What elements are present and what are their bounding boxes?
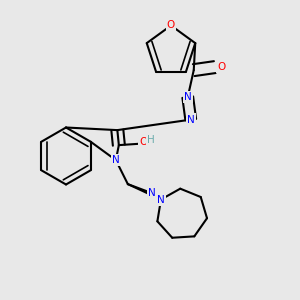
Text: O: O (217, 62, 226, 72)
Text: O: O (167, 20, 175, 31)
Text: N: N (157, 194, 165, 205)
Text: N: N (148, 188, 156, 198)
Text: N: N (184, 92, 192, 102)
Text: H: H (147, 135, 155, 145)
Text: N: N (112, 155, 120, 165)
Text: O: O (140, 137, 148, 147)
Text: N: N (187, 115, 195, 124)
